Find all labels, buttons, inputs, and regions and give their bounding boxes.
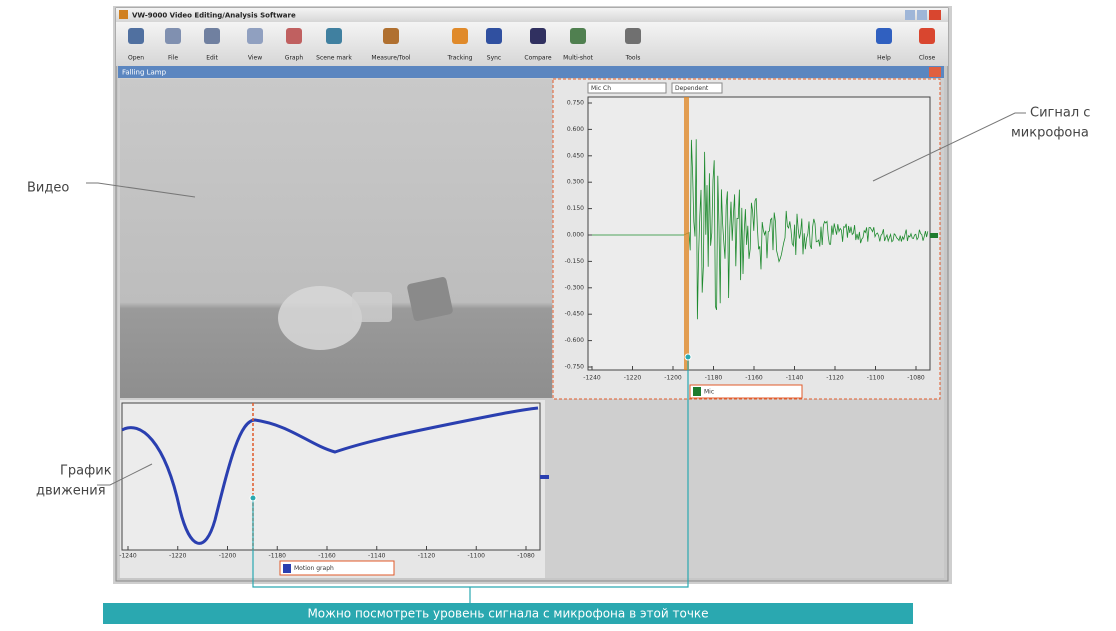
x-tick-label: -1200 <box>664 375 682 382</box>
toolbar-label: Tracking <box>447 55 473 62</box>
x-tick-label: -1180 <box>269 553 287 560</box>
toolbar-icon[interactable] <box>286 28 302 44</box>
toolbar-label: Measure/Tool <box>371 55 411 62</box>
toolbar-icon[interactable] <box>452 28 468 44</box>
page: VW-9000 Video Editing/Analysis Software … <box>0 0 1116 627</box>
connector-dot <box>250 495 256 501</box>
toolbar-icon[interactable] <box>247 28 263 44</box>
x-tick-label: -1100 <box>867 375 885 382</box>
toolbar-label: Graph <box>285 55 304 62</box>
toolbar-label: Sync <box>487 55 501 62</box>
y-tick-label: -0.150 <box>565 258 585 265</box>
toolbar-icon[interactable] <box>530 28 546 44</box>
maximize-button[interactable] <box>917 10 927 20</box>
toolbar-icon[interactable] <box>876 28 892 44</box>
connector-dot <box>685 354 691 360</box>
x-tick-label: -1120 <box>826 375 844 382</box>
y-tick-label: -0.300 <box>565 284 585 291</box>
toolbar-icon[interactable] <box>383 28 399 44</box>
legend-swatch <box>283 564 291 573</box>
toolbar-icon[interactable] <box>128 28 144 44</box>
toolbar-label: Scene mark <box>316 55 352 62</box>
lamp-bulb <box>278 286 362 350</box>
toolbar-label: Tools <box>625 55 641 62</box>
y-tick-label: 0.300 <box>567 179 584 186</box>
app-icon <box>119 10 128 19</box>
x-tick-label: -1240 <box>583 375 601 382</box>
mic-plot-area <box>588 97 930 370</box>
x-tick-label: -1180 <box>705 375 723 382</box>
toolbar-label: File <box>168 55 178 62</box>
annotation-motion: движения <box>36 484 106 499</box>
legend-swatch <box>693 387 701 396</box>
subwindow-title-bar <box>118 66 944 78</box>
y-tick-label: -0.450 <box>565 311 585 318</box>
dropdown-label: Mic Ch <box>591 85 611 92</box>
x-tick-label: -1080 <box>517 553 535 560</box>
x-tick-label: -1200 <box>219 553 237 560</box>
y-tick-label: 0.000 <box>567 232 584 239</box>
toolbar-icon[interactable] <box>165 28 181 44</box>
y-tick-label: 0.750 <box>567 100 584 107</box>
toolbar-icon[interactable] <box>625 28 641 44</box>
x-tick-label: -1140 <box>786 375 804 382</box>
y-tick-label: 0.600 <box>567 126 584 133</box>
toolbar-label: Close <box>919 55 936 62</box>
minimize-button[interactable] <box>905 10 915 20</box>
annotation-mic: Сигнал с <box>1030 106 1090 121</box>
toolbar-label: Open <box>128 55 144 62</box>
video-frame <box>120 79 552 398</box>
legend-label: Motion graph <box>294 565 334 572</box>
toolbar-icon[interactable] <box>204 28 220 44</box>
x-tick-label: -1120 <box>418 553 436 560</box>
x-tick-label: -1160 <box>745 375 763 382</box>
x-tick-label: -1240 <box>119 553 137 560</box>
x-tick-label: -1080 <box>907 375 925 382</box>
annotation-video: Видео <box>27 181 69 196</box>
toolbar-label: Edit <box>206 55 218 62</box>
level-marker <box>540 475 549 479</box>
toolbar-label: View <box>248 55 262 62</box>
screenshot: VW-9000 Video Editing/Analysis Software … <box>0 0 1116 627</box>
legend-label: Mic <box>704 389 714 396</box>
toolbar-label: Help <box>877 55 891 62</box>
annotation-mic: микрофона <box>1011 126 1089 141</box>
toolbar-icon[interactable] <box>570 28 586 44</box>
lamp-base <box>406 276 453 321</box>
y-tick-label: -0.600 <box>565 337 585 344</box>
x-tick-label: -1160 <box>318 553 336 560</box>
y-tick-label: 0.150 <box>567 205 584 212</box>
lamp-neck <box>352 292 392 322</box>
caption: Можно посмотреть уровень сигнала с микро… <box>307 607 708 621</box>
x-tick-label: -1220 <box>169 553 187 560</box>
x-tick-label: -1100 <box>468 553 486 560</box>
toolbar-label: Compare <box>524 55 552 62</box>
x-tick-label: -1140 <box>368 553 386 560</box>
cursor-line <box>684 97 689 370</box>
toolbar-icon[interactable] <box>486 28 502 44</box>
subwindow-title: Falling Lamp <box>122 69 167 77</box>
y-tick-label: -0.750 <box>565 364 585 371</box>
close-window-button[interactable] <box>929 10 941 20</box>
window-title: VW-9000 Video Editing/Analysis Software <box>132 12 296 20</box>
toolbar-label: Multi-shot <box>563 55 593 62</box>
x-tick-label: -1220 <box>624 375 642 382</box>
toolbar-icon[interactable] <box>919 28 935 44</box>
dropdown-label: Dependent <box>675 85 709 92</box>
level-marker <box>930 233 938 238</box>
toolbar-icon[interactable] <box>326 28 342 44</box>
subwindow-close[interactable] <box>929 67 941 77</box>
y-tick-label: 0.450 <box>567 152 584 159</box>
annotation-motion: График <box>60 464 112 479</box>
